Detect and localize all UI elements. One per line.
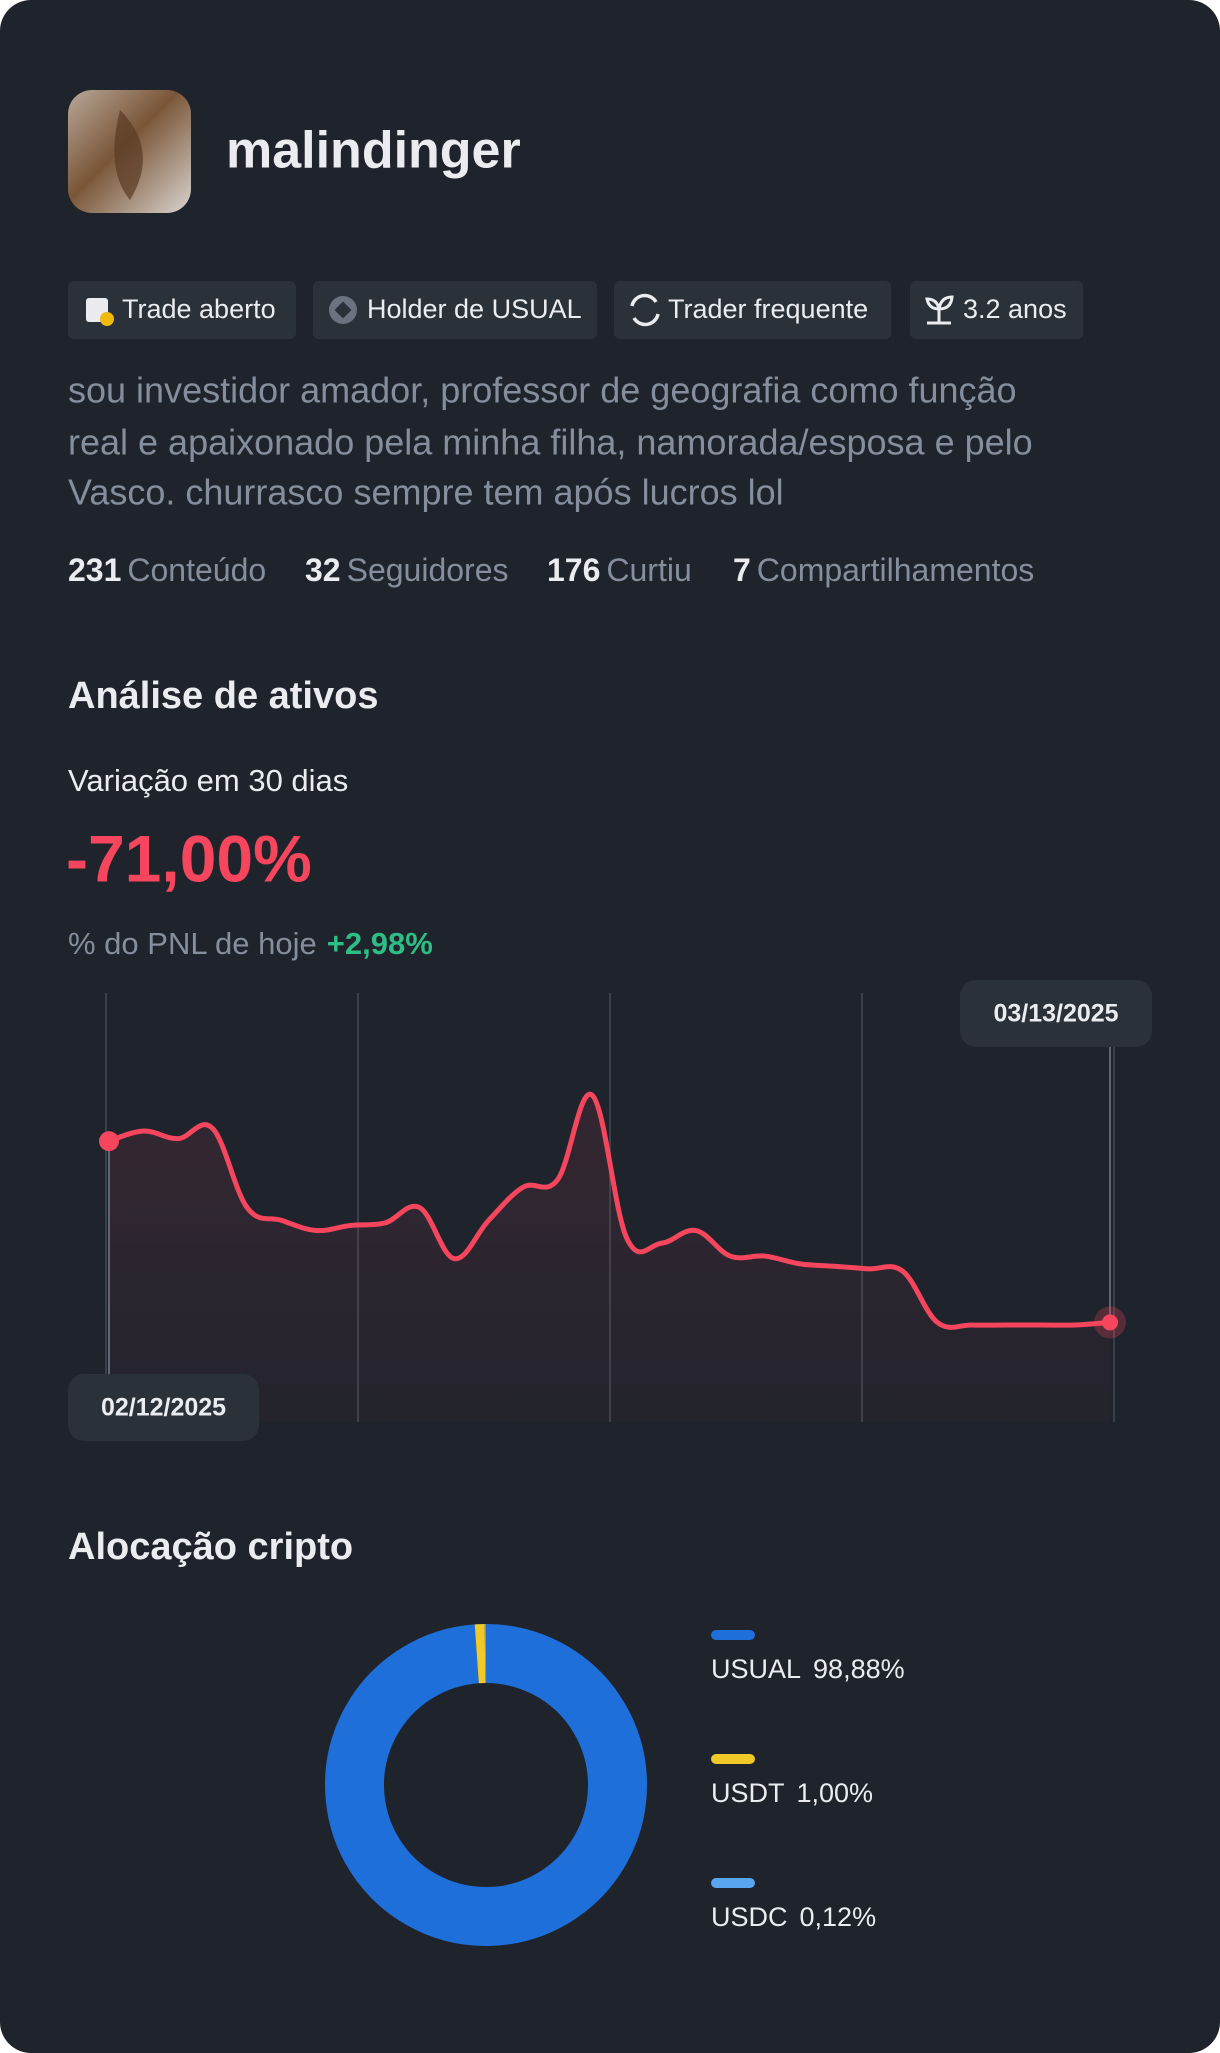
legend-value: 98,88% <box>813 1654 905 1684</box>
stat-value: 7 <box>733 552 751 588</box>
tag-label: 3.2 anos <box>963 294 1067 324</box>
legend-entry: USUAL 98,88% <box>711 1654 905 1684</box>
section-title: Análise de ativos <box>68 675 378 717</box>
avatar-detail <box>114 110 143 200</box>
tag-icon <box>630 293 660 327</box>
pnl: % do PNL de hoje +2,98% <box>68 926 433 961</box>
line-chart: 02/12/2025 03/13/2025 <box>68 980 1152 1441</box>
line-series <box>108 1091 1111 1330</box>
donut-chart: USUAL 98,88% USDT 1,00% USDC 0,12% <box>325 1623 905 1946</box>
period-change: -71,00% <box>66 821 312 895</box>
tag-background <box>68 281 296 339</box>
point <box>99 1131 119 1152</box>
date-label: 02/12/2025 <box>101 1394 226 1422</box>
bio-line: real e apaixonado pela minha filha, namo… <box>68 422 1033 463</box>
tag-label: Trader frequente <box>668 294 868 324</box>
tag: 3.2 anos <box>910 281 1083 339</box>
bio-line: sou investidor amador, professor de geog… <box>68 370 1017 411</box>
tag: Holder de USUAL <box>313 281 597 339</box>
legend-name: USDC <box>711 1902 788 1932</box>
stat-value: 32 <box>305 552 341 588</box>
pnl-label: % do PNL de hoje <box>68 926 317 961</box>
line-area <box>109 1094 1110 1422</box>
tag-background <box>614 281 891 339</box>
tag: Trade aberto <box>68 281 296 339</box>
stat[interactable]: 32 Seguidores <box>305 552 508 588</box>
legend-entry: USDC 0,12% <box>711 1902 876 1932</box>
legend-value: 0,12% <box>800 1902 877 1932</box>
legend-value: 1,00% <box>797 1778 874 1808</box>
point <box>1102 1314 1118 1331</box>
legend-swatch <box>711 1878 755 1888</box>
stat-label: Conteúdo <box>127 552 266 588</box>
date-tooltip <box>960 980 1152 1047</box>
tag-background <box>313 281 597 339</box>
period-label: Variação em 30 dias <box>68 763 348 798</box>
tag-icon <box>925 295 954 325</box>
legend-swatch <box>711 1754 755 1764</box>
stat[interactable]: 7 Compartilhamentos <box>733 552 1034 588</box>
legend-entry: USDT 1,00% <box>711 1778 873 1808</box>
legend-name: USUAL <box>711 1654 801 1684</box>
date-tooltip <box>68 1374 259 1441</box>
date-label: 03/13/2025 <box>993 1000 1118 1028</box>
tag-label: Holder de USUAL <box>367 294 582 324</box>
tag-icon-detail <box>334 301 352 319</box>
stat[interactable]: 231 Conteúdo <box>68 552 266 588</box>
stat-label: Curtiu <box>606 552 691 588</box>
stat-value: 176 <box>547 552 600 588</box>
section-title: Alocação cripto <box>68 1526 353 1568</box>
username: malindinger <box>226 122 521 180</box>
donut-segment <box>325 1624 648 1946</box>
bio-line: Vasco. churrasco sempre tem após lucros … <box>68 472 784 513</box>
stat[interactable]: 176 Curtiu <box>547 552 692 588</box>
tag-label: Trade aberto <box>122 294 276 324</box>
pnl-value: +2,98% <box>327 926 433 961</box>
legend-swatch <box>711 1630 755 1640</box>
tag: Trader frequente <box>614 281 891 339</box>
stat-label: Seguidores <box>347 552 509 588</box>
tag-icon-badge <box>100 312 114 326</box>
stat-value: 231 <box>68 552 121 588</box>
stat-label: Compartilhamentos <box>757 552 1034 588</box>
legend-name: USDT <box>711 1778 785 1808</box>
